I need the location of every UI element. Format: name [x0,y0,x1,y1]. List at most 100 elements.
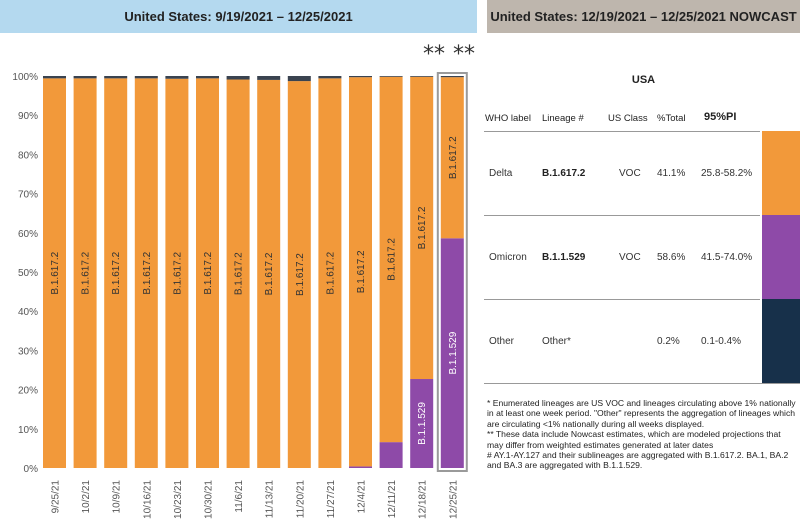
y-tick-label: 40% [18,307,38,318]
bar-data-label: B.1.617.2 [111,251,122,294]
x-tick-label: 10/30/21 [204,480,215,519]
bar-segment-b-1-617-2 [73,78,97,469]
bar-data-label: B.1.617.2 [234,252,245,295]
bar-segment-other [43,76,66,79]
footnote-2: ** These data include Nowcast estimates,… [487,429,781,450]
bar-segment-b-1-617-2 [134,78,158,469]
bar-segment-other [318,76,342,79]
bar-data-label: B.1.1.529 [417,402,428,445]
bar-segment-b-1-617-2 [257,79,281,469]
table-row: Other Other* 0.2% 0.1-0.4% [484,299,760,384]
x-tick-label: 10/2/21 [81,480,92,514]
bar-segment-other [165,76,189,79]
bar-data-label: B.1.617.2 [142,251,153,294]
x-tick-label: 12/25/21 [448,480,459,519]
us-class: VOC [619,168,641,179]
footnote-3: # AY.1-AY.127 and their sublineages are … [487,450,789,471]
x-tick-label: 10/9/21 [112,480,123,514]
y-tick-label: 90% [18,111,38,122]
nowcast-header: United States: 12/19/2021 – 12/25/2021 N… [487,0,800,33]
bar-segment-other [226,76,250,80]
bar-segment-other [440,76,464,78]
col-header-lineage: Lineage # [542,113,584,124]
bar-segment-b-1-1-529 [379,442,403,468]
bar-segment-other [257,76,281,80]
pred-interval: 41.5-74.0% [701,252,753,263]
table-divider [484,383,800,384]
bar-segment-b-1-617-2 [287,81,311,468]
y-tick-label: 50% [18,268,38,279]
x-tick-label: 11/13/21 [265,480,276,519]
bar-data-label: B.1.617.2 [203,251,214,294]
who-label: Omicron [489,252,527,263]
bar-data-label: B.1.617.2 [417,206,428,249]
bar-segment-b-1-617-2 [379,76,403,443]
col-header-class: US Class [608,113,648,124]
x-tick-label: 11/27/21 [326,480,337,519]
bar-segment-other [287,76,311,82]
bar-data-label: B.1.617.2 [325,251,336,294]
x-tick-label: 11/20/21 [295,480,306,519]
col-header-pi: 95%PI [704,111,737,123]
bar-segment-b-1-1-529 [410,379,434,468]
x-tick-label: 12/4/21 [357,480,368,514]
bar-data-label: B.1.617.2 [295,253,306,296]
nowcast-marker-2: ** [453,42,475,67]
x-tick-label: 11/6/21 [234,480,245,513]
x-tick-label: 9/25/21 [51,480,62,514]
bar-data-label: B.1.617.2 [356,250,367,293]
bar-segment-b-1-617-2 [196,78,219,469]
chart-header: United States: 9/19/2021 – 12/25/2021 [0,0,477,33]
y-tick-label: 100% [12,72,38,83]
lineage: Other* [542,336,571,347]
bar-segment-b-1-617-2 [226,79,250,468]
bar-segment-other [349,76,372,78]
table-title: USA [631,74,656,86]
bar-segment-b-1-1-529 [440,238,464,468]
x-tick-label: 12/11/21 [387,480,398,519]
y-tick-label: 80% [18,150,38,161]
x-tick-label: 12/18/21 [418,480,429,519]
bar-data-label: B.1.617.2 [50,251,61,294]
bar-segment-b-1-617-2 [440,77,464,239]
table-row: Omicron B.1.1.529 VOC 58.6% 41.5-74.0% [484,215,760,300]
bar-segment-b-1-617-2 [104,78,128,469]
pct-total: 41.1% [657,168,686,179]
delta-color-swatch [762,131,800,215]
y-tick-label: 20% [18,386,38,397]
bar-data-label: B.1.617.2 [448,136,459,179]
lineage: B.1.1.529 [542,252,586,263]
us-class: VOC [619,252,641,263]
bar-segment-b-1-617-2 [43,78,66,469]
footnotes: * Enumerated lineages are US VOC and lin… [487,398,797,471]
stacked-bar-chart: 0% 10% 20% 30% 40% 50% 60% 70% 80% 90% 100% 9/25/21… [12,72,468,519]
bar-segment-other [379,76,403,77]
col-header-total: %Total [657,113,686,124]
pred-interval: 25.8-58.2% [701,168,753,179]
y-tick-label: 30% [18,346,38,357]
who-label: Delta [489,168,513,179]
nowcast-marker-1: ** [423,42,445,67]
bar-data-label: B.1.617.2 [172,252,183,295]
pct-total: 58.6% [657,252,686,263]
pred-interval: 0.1-0.4% [701,336,742,347]
bar-data-label: B.1.1.529 [448,331,459,374]
x-tick-label: 10/16/21 [142,480,153,519]
y-tick-label: 10% [18,425,38,436]
bar-segment-b-1-617-2 [165,78,189,468]
bar-segment-b-1-617-2 [318,78,342,469]
pct-total: 0.2% [657,336,680,347]
col-header-who: WHO label [485,113,531,124]
x-tick-label: 10/23/21 [173,480,184,519]
other-color-swatch [762,299,800,383]
bar-segment-other [134,76,158,79]
bar-segment-b-1-617-2 [349,77,372,467]
table-row: Delta B.1.617.2 VOC 41.1% 25.8-58.2% [484,131,760,216]
bar-segment-other [104,76,128,79]
bar-segment-b-1-1-529 [349,466,372,468]
omicron-color-swatch [762,215,800,299]
who-label: Other [489,336,515,347]
y-tick-label: 60% [18,229,38,240]
bar-data-label: B.1.617.2 [81,251,92,294]
y-tick-label: 70% [18,190,38,201]
